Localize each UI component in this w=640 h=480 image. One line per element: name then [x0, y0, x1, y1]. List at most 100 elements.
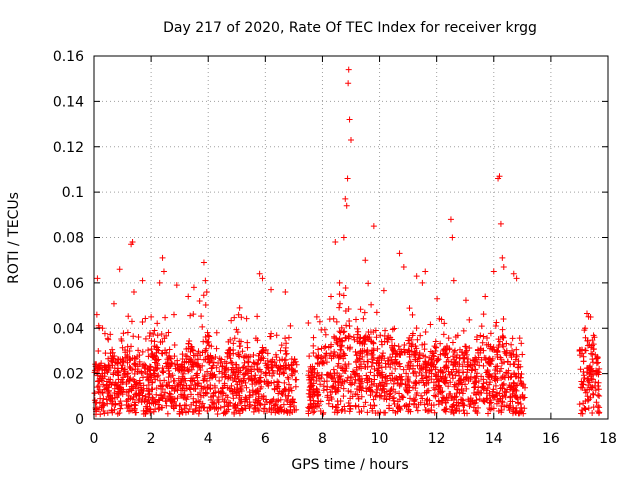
roti-noise-point — [434, 295, 441, 302]
roti-noise-point — [91, 367, 98, 374]
roti-noise-point — [246, 405, 253, 412]
roti-noise-point — [250, 352, 257, 359]
roti-noise-point — [262, 360, 269, 367]
roti-noise-point — [413, 379, 420, 386]
roti-noise-point — [508, 341, 515, 348]
roti-noise-point — [581, 405, 588, 412]
roti-noise-point — [268, 380, 275, 387]
x-tick-label: 0 — [90, 431, 99, 447]
roti-noise-point — [204, 329, 211, 336]
roti-noise-point — [331, 370, 338, 377]
roti-noise-point — [277, 396, 284, 403]
roti-noise-point — [478, 323, 485, 330]
roti-noise-point — [153, 343, 160, 350]
roti-noise-point — [342, 352, 349, 359]
roti-noise-point — [424, 387, 431, 394]
roti-noise-point — [424, 396, 431, 403]
roti-noise-point — [415, 354, 422, 361]
roti-point — [450, 277, 457, 284]
roti-point — [190, 284, 197, 291]
roti-noise-point — [585, 382, 592, 389]
roti-noise-point — [596, 393, 603, 400]
roti-noise-point — [155, 396, 162, 403]
roti-noise-point — [406, 305, 413, 312]
roti-noise-point — [148, 337, 155, 344]
roti-noise-point — [355, 403, 362, 410]
roti-noise-point — [212, 389, 219, 396]
roti-noise-point — [510, 370, 517, 377]
roti-noise-point — [96, 324, 103, 331]
roti-noise-point — [422, 328, 429, 335]
roti-noise-point — [414, 358, 421, 365]
roti-noise-point — [120, 330, 127, 337]
roti-point — [282, 288, 289, 295]
roti-noise-point — [261, 405, 268, 412]
roti-noise-point — [182, 352, 189, 359]
roti-noise-point — [487, 400, 494, 407]
roti-noise-point — [247, 401, 254, 408]
roti-noise-point — [359, 353, 366, 360]
roti-noise-point — [320, 411, 327, 418]
roti-point — [344, 175, 351, 182]
roti-noise-point — [225, 347, 232, 354]
roti-noise-point — [112, 359, 119, 366]
roti-noise-point — [492, 323, 499, 330]
roti-noise-point — [374, 386, 381, 393]
roti-noise-point — [117, 356, 124, 363]
roti-noise-point — [201, 384, 208, 391]
roti-noise-point — [244, 344, 251, 351]
roti-noise-point — [251, 402, 258, 409]
roti-noise-point — [411, 348, 418, 355]
roti-noise-point — [202, 389, 209, 396]
roti-noise-point — [284, 374, 291, 381]
roti-noise-point — [456, 377, 463, 384]
roti-noise-point — [136, 377, 143, 384]
roti-noise-point — [277, 347, 284, 354]
roti-point — [510, 270, 517, 277]
roti-noise-point — [311, 391, 318, 398]
roti-noise-point — [114, 365, 121, 372]
roti-noise-point — [589, 351, 596, 358]
roti-noise-point — [215, 388, 222, 395]
roti-noise-point — [485, 341, 492, 348]
roti-noise-point — [480, 333, 487, 340]
roti-noise-point — [102, 350, 109, 357]
roti-noise-point — [99, 399, 106, 406]
roti-noise-point — [508, 354, 515, 361]
roti-noise-point — [342, 361, 349, 368]
roti-noise-point — [576, 401, 583, 408]
roti-noise-point — [188, 366, 195, 373]
roti-noise-point — [406, 340, 413, 347]
roti-noise-point — [233, 407, 240, 414]
roti-noise-point — [228, 359, 235, 366]
roti-noise-point — [437, 340, 444, 347]
roti-noise-point — [179, 408, 186, 415]
x-tick-label: 8 — [318, 431, 327, 447]
roti-noise-point — [187, 312, 194, 319]
roti-noise-point — [256, 366, 263, 373]
roti-noise-point — [156, 405, 163, 412]
roti-noise-point — [306, 353, 313, 360]
roti-noise-point — [432, 393, 439, 400]
roti-noise-point — [358, 361, 365, 368]
roti-noise-point — [192, 407, 199, 414]
roti-noise-point — [145, 377, 152, 384]
roti-noise-point — [495, 398, 502, 405]
roti-noise-point — [267, 333, 274, 340]
roti-noise-point — [582, 389, 589, 396]
x-tick-label: 6 — [261, 431, 270, 447]
roti-noise-point — [122, 366, 129, 373]
roti-noise-point — [518, 340, 525, 347]
roti-noise-point — [370, 396, 377, 403]
roti-noise-point — [286, 381, 293, 388]
roti-noise-point — [109, 353, 116, 360]
roti-noise-point — [280, 370, 287, 377]
roti-noise-point — [221, 398, 228, 405]
roti-noise-point — [517, 378, 524, 385]
roti-noise-point — [501, 403, 508, 410]
roti-noise-point — [449, 371, 456, 378]
roti-noise-point — [413, 372, 420, 379]
roti-noise-point — [241, 402, 248, 409]
roti-noise-point — [183, 402, 190, 409]
roti-point — [370, 223, 377, 230]
